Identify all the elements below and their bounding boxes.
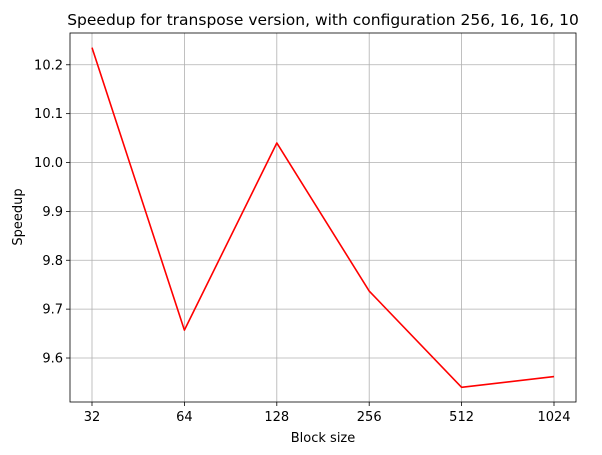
x-tick-label: 32 xyxy=(84,410,101,425)
y-tick-label: 10.0 xyxy=(34,156,63,171)
x-tick-label: 1024 xyxy=(537,410,570,425)
x-tick-label: 256 xyxy=(357,410,382,425)
y-tick-label: 9.7 xyxy=(42,303,63,318)
y-tick-label: 10.1 xyxy=(34,107,63,122)
y-axis-label: Speedup xyxy=(11,188,26,245)
grid-lines xyxy=(70,33,576,402)
y-tick-label: 9.6 xyxy=(42,352,63,367)
series-line xyxy=(91,47,555,389)
y-tick-label: 10.2 xyxy=(34,58,63,73)
x-axis-label: Block size xyxy=(291,431,356,446)
y-tick-label: 9.8 xyxy=(42,254,63,269)
x-tick-label: 128 xyxy=(264,410,289,425)
x-axis-ticks: 32 64 128 256 512 1024 xyxy=(84,402,571,425)
y-tick-label: 9.9 xyxy=(42,205,63,220)
chart-title: Speedup for transpose version, with conf… xyxy=(67,11,579,29)
x-tick-label: 512 xyxy=(449,410,474,425)
series-layer xyxy=(91,47,555,389)
plot-frame xyxy=(69,32,577,403)
x-tick-label: 64 xyxy=(176,410,193,425)
y-axis-ticks: 9.6 9.7 9.8 9.9 10.0 10.1 10.2 xyxy=(34,58,70,367)
